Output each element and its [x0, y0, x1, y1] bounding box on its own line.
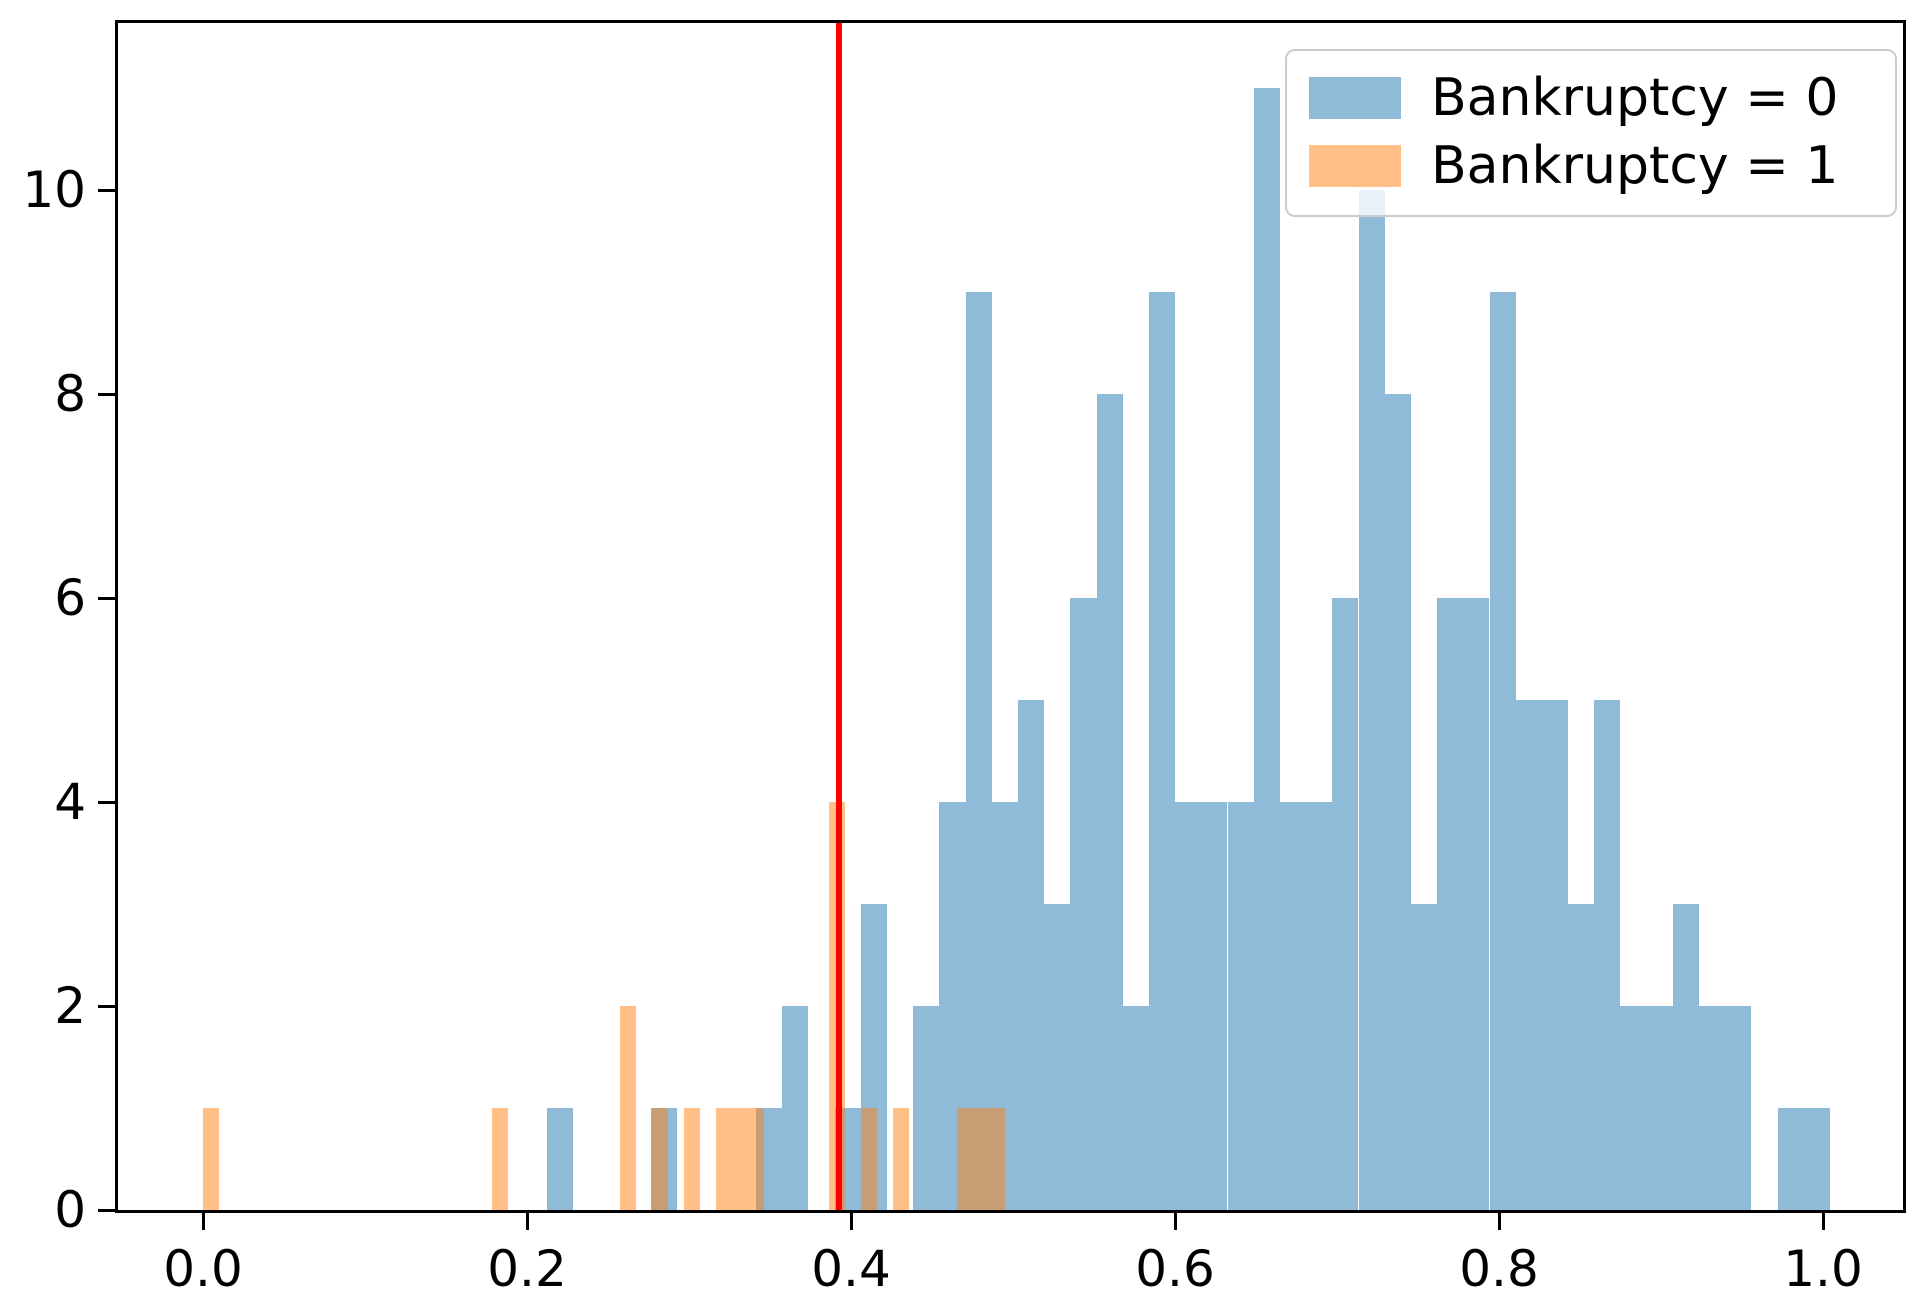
histogram-bar [860, 1108, 877, 1210]
histogram-bar [1358, 190, 1385, 1210]
legend-swatch-orange [1309, 145, 1401, 187]
x-axis-tick [1497, 1213, 1501, 1230]
histogram-bar [491, 1108, 508, 1210]
histogram-bar [1253, 88, 1280, 1210]
y-axis-tick [98, 1208, 115, 1212]
histogram-bar [1306, 802, 1333, 1210]
histogram-bar [1568, 904, 1595, 1210]
histogram-bar [1279, 802, 1307, 1210]
histogram-bar [1725, 1006, 1752, 1210]
histogram-bar [1384, 394, 1411, 1210]
y-axis-tick-label: 4 [54, 773, 86, 831]
histogram-bar [546, 1108, 573, 1210]
histogram-bar [748, 1108, 765, 1210]
histogram-bar [1646, 1006, 1673, 1210]
x-axis-tick [525, 1213, 529, 1230]
histogram-bar [1332, 598, 1359, 1210]
histogram-bar [1148, 292, 1176, 1210]
histogram-bar [1541, 700, 1569, 1210]
x-axis-tick-label: 0.6 [1135, 1240, 1215, 1298]
histogram-bar [1044, 904, 1071, 1210]
histogram-bar [1777, 1108, 1804, 1210]
histogram-bar [1672, 904, 1699, 1210]
y-axis-tick [98, 800, 115, 804]
x-axis-tick-label: 0.2 [487, 1240, 567, 1298]
histogram-bar [1122, 1006, 1149, 1210]
histogram-bar [1096, 394, 1123, 1210]
histogram-bar [1620, 1006, 1647, 1210]
histogram-bar [892, 1108, 909, 1210]
x-axis-tick [1821, 1213, 1825, 1230]
legend-label: Bankruptcy = 0 [1431, 68, 1839, 128]
legend: Bankruptcy = 0 Bankruptcy = 1 [1285, 49, 1897, 217]
x-axis-tick-label: 1.0 [1783, 1240, 1863, 1298]
histogram-bar [965, 292, 992, 1210]
histogram-bar [203, 1108, 219, 1210]
histogram-bar [652, 1108, 669, 1210]
histogram-bar [1437, 598, 1464, 1210]
y-axis-tick [98, 1004, 115, 1008]
threshold-line [836, 23, 842, 1210]
y-axis-tick-label: 8 [54, 365, 86, 423]
histogram-bar [972, 1108, 989, 1210]
histogram-bar [913, 1006, 940, 1210]
y-axis-tick-label: 0 [54, 1181, 86, 1239]
x-axis-tick-label: 0.8 [1459, 1240, 1539, 1298]
y-axis-tick [98, 596, 115, 600]
legend-swatch-blue [1309, 77, 1401, 119]
histogram-bar [1410, 904, 1438, 1210]
histogram-bar [1463, 598, 1490, 1210]
histogram-bar [1515, 700, 1542, 1210]
x-axis-tick-label: 0.0 [163, 1240, 243, 1298]
histogram-bar [1175, 802, 1202, 1210]
histogram-bar [716, 1108, 733, 1210]
y-axis-tick [98, 392, 115, 396]
histogram-bar [1070, 598, 1097, 1210]
histogram-bar [1201, 802, 1228, 1210]
histogram-bar [732, 1108, 749, 1210]
histogram-bar [1227, 802, 1254, 1210]
histogram-bar [988, 1108, 1005, 1210]
histogram-bar [1018, 700, 1045, 1210]
y-axis-tick-label: 2 [54, 977, 86, 1035]
y-axis-tick-label: 6 [54, 569, 86, 627]
histogram-bar [1594, 700, 1621, 1210]
x-axis-tick [849, 1213, 853, 1230]
histogram-bar [1803, 1108, 1830, 1210]
histogram-bar [1489, 292, 1516, 1210]
legend-label: Bankruptcy = 1 [1431, 136, 1839, 196]
histogram-bar [782, 1006, 809, 1210]
legend-item-bankruptcy-1: Bankruptcy = 1 [1309, 135, 1895, 197]
histogram-bar [956, 1108, 973, 1210]
histogram-bar [684, 1108, 701, 1210]
y-axis-tick-label: 10 [22, 161, 86, 219]
x-axis-tick [201, 1213, 205, 1230]
plot-area: Bankruptcy = 0 Bankruptcy = 1 [115, 20, 1906, 1213]
histogram-bar [620, 1006, 636, 1210]
histogram-bar [1699, 1006, 1726, 1210]
x-axis-tick [1173, 1213, 1177, 1230]
y-axis-tick [98, 188, 115, 192]
x-axis-tick-label: 0.4 [811, 1240, 891, 1298]
legend-item-bankruptcy-0: Bankruptcy = 0 [1309, 67, 1895, 129]
